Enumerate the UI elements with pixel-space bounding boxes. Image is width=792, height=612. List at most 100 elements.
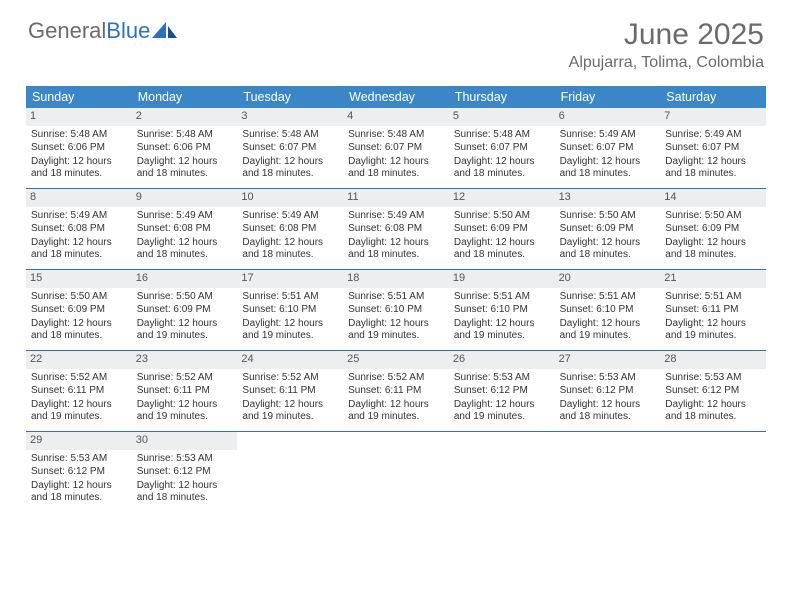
sunset-line: Sunset: 6:12 PM xyxy=(560,385,656,398)
daylight-line: Daylight: 12 hours and 18 minutes. xyxy=(560,237,656,262)
sunset-line: Sunset: 6:11 PM xyxy=(137,385,233,398)
weekday-header: Tuesday xyxy=(237,86,343,108)
sunset-line: Sunset: 6:12 PM xyxy=(31,466,127,479)
daylight-line: Daylight: 12 hours and 19 minutes. xyxy=(242,318,338,343)
sunset-line: Sunset: 6:07 PM xyxy=(560,142,656,155)
daylight-line: Daylight: 12 hours and 18 minutes. xyxy=(31,237,127,262)
day-cell xyxy=(237,432,343,512)
sunset-line: Sunset: 6:06 PM xyxy=(31,142,127,155)
day-cell: 20Sunrise: 5:51 AMSunset: 6:10 PMDayligh… xyxy=(555,270,661,350)
day-cell: 26Sunrise: 5:53 AMSunset: 6:12 PMDayligh… xyxy=(449,351,555,431)
sunset-line: Sunset: 6:11 PM xyxy=(31,385,127,398)
sunset-line: Sunset: 6:08 PM xyxy=(348,223,444,236)
daylight-line: Daylight: 12 hours and 19 minutes. xyxy=(242,399,338,424)
sunrise-line: Sunrise: 5:51 AM xyxy=(348,291,444,304)
day-number: 8 xyxy=(26,189,132,207)
sunrise-line: Sunrise: 5:50 AM xyxy=(454,210,550,223)
sunrise-line: Sunrise: 5:53 AM xyxy=(137,453,233,466)
sunset-line: Sunset: 6:10 PM xyxy=(454,304,550,317)
day-cell: 19Sunrise: 5:51 AMSunset: 6:10 PMDayligh… xyxy=(449,270,555,350)
sunrise-line: Sunrise: 5:53 AM xyxy=(665,372,761,385)
day-number: 28 xyxy=(660,351,766,369)
daylight-line: Daylight: 12 hours and 19 minutes. xyxy=(31,399,127,424)
month-title: June 2025 xyxy=(569,18,764,52)
sunset-line: Sunset: 6:08 PM xyxy=(242,223,338,236)
sunrise-line: Sunrise: 5:53 AM xyxy=(454,372,550,385)
daylight-line: Daylight: 12 hours and 18 minutes. xyxy=(242,156,338,181)
daylight-line: Daylight: 12 hours and 19 minutes. xyxy=(665,318,761,343)
day-number: 23 xyxy=(132,351,238,369)
day-number: 5 xyxy=(449,108,555,126)
sunset-line: Sunset: 6:11 PM xyxy=(348,385,444,398)
daylight-line: Daylight: 12 hours and 18 minutes. xyxy=(137,237,233,262)
day-number: 12 xyxy=(449,189,555,207)
day-cell: 2Sunrise: 5:48 AMSunset: 6:06 PMDaylight… xyxy=(132,108,238,188)
sunrise-line: Sunrise: 5:52 AM xyxy=(137,372,233,385)
daylight-line: Daylight: 12 hours and 19 minutes. xyxy=(560,318,656,343)
day-number: 9 xyxy=(132,189,238,207)
day-number: 29 xyxy=(26,432,132,450)
sunrise-line: Sunrise: 5:48 AM xyxy=(348,129,444,142)
day-cell: 6Sunrise: 5:49 AMSunset: 6:07 PMDaylight… xyxy=(555,108,661,188)
sunrise-line: Sunrise: 5:50 AM xyxy=(665,210,761,223)
day-cell: 29 Sunrise: 5:53 AMSunset: 6:12 PMDayligh… xyxy=(26,432,132,512)
sunset-line: Sunset: 6:08 PM xyxy=(31,223,127,236)
day-number: 25 xyxy=(343,351,449,369)
day-cell: 23Sunrise: 5:52 AMSunset: 6:11 PMDayligh… xyxy=(132,351,238,431)
sunrise-line: Sunrise: 5:53 AM xyxy=(31,453,127,466)
sunrise-line: Sunrise: 5:51 AM xyxy=(242,291,338,304)
sunrise-line: Sunrise: 5:52 AM xyxy=(348,372,444,385)
day-cell xyxy=(555,432,661,512)
daylight-line: Daylight: 12 hours and 18 minutes. xyxy=(137,480,233,505)
daylight-line: Daylight: 12 hours and 18 minutes. xyxy=(31,480,127,505)
day-cell: 14Sunrise: 5:50 AMSunset: 6:09 PMDayligh… xyxy=(660,189,766,269)
daylight-line: Daylight: 12 hours and 18 minutes. xyxy=(665,237,761,262)
day-number: 14 xyxy=(660,189,766,207)
day-cell: 25 Sunrise: 5:52 AMSunset: 6:11 PMDayligh… xyxy=(343,351,449,431)
day-number: 19 xyxy=(449,270,555,288)
sunset-line: Sunset: 6:09 PM xyxy=(137,304,233,317)
sunrise-line: Sunrise: 5:52 AM xyxy=(31,372,127,385)
sunset-line: Sunset: 6:11 PM xyxy=(242,385,338,398)
day-cell: 13Sunrise: 5:50 AMSunset: 6:09 PMDayligh… xyxy=(555,189,661,269)
sunset-line: Sunset: 6:07 PM xyxy=(348,142,444,155)
sunrise-line: Sunrise: 5:48 AM xyxy=(31,129,127,142)
day-cell: 18Sunrise: 5:51 AMSunset: 6:10 PMDayligh… xyxy=(343,270,449,350)
day-cell: 16Sunrise: 5:50 AMSunset: 6:09 PMDayligh… xyxy=(132,270,238,350)
sunrise-line: Sunrise: 5:48 AM xyxy=(137,129,233,142)
sunrise-line: Sunrise: 5:50 AM xyxy=(31,291,127,304)
day-cell: 11Sunrise: 5:49 AMSunset: 6:08 PMDayligh… xyxy=(343,189,449,269)
weekday-header-row: SundayMondayTuesdayWednesdayThursdayFrid… xyxy=(26,86,766,108)
sail-icon xyxy=(152,22,178,40)
day-cell: 3Sunrise: 5:48 AMSunset: 6:07 PMDaylight… xyxy=(237,108,343,188)
day-cell: 4Sunrise: 5:48 AMSunset: 6:07 PMDaylight… xyxy=(343,108,449,188)
daylight-line: Daylight: 12 hours and 19 minutes. xyxy=(348,399,444,424)
day-number: 11 xyxy=(343,189,449,207)
day-number: 22 xyxy=(26,351,132,369)
sunrise-line: Sunrise: 5:49 AM xyxy=(348,210,444,223)
week-row: 15Sunrise: 5:50 AMSunset: 6:09 PMDayligh… xyxy=(26,269,766,350)
weeks: 1Sunrise: 5:48 AMSunset: 6:06 PMDaylight… xyxy=(26,108,766,512)
sunrise-line: Sunrise: 5:49 AM xyxy=(242,210,338,223)
day-cell xyxy=(449,432,555,512)
day-number: 1 xyxy=(26,108,132,126)
sunrise-line: Sunrise: 5:51 AM xyxy=(665,291,761,304)
day-cell xyxy=(343,432,449,512)
daylight-line: Daylight: 12 hours and 18 minutes. xyxy=(665,399,761,424)
week-row: 22Sunrise: 5:52 AMSunset: 6:11 PMDayligh… xyxy=(26,350,766,431)
daylight-line: Daylight: 12 hours and 18 minutes. xyxy=(665,156,761,181)
day-number: 18 xyxy=(343,270,449,288)
day-number: 26 xyxy=(449,351,555,369)
sunset-line: Sunset: 6:12 PM xyxy=(454,385,550,398)
day-number: 6 xyxy=(555,108,661,126)
day-number: 13 xyxy=(555,189,661,207)
day-cell: 8Sunrise: 5:49 AMSunset: 6:08 PMDaylight… xyxy=(26,189,132,269)
header: GeneralBlue June 2025 Alpujarra, Tolima,… xyxy=(0,0,792,78)
daylight-line: Daylight: 12 hours and 18 minutes. xyxy=(560,399,656,424)
sunset-line: Sunset: 6:10 PM xyxy=(242,304,338,317)
day-number: 20 xyxy=(555,270,661,288)
sunset-line: Sunset: 6:07 PM xyxy=(454,142,550,155)
weekday-header: Sunday xyxy=(26,86,132,108)
daylight-line: Daylight: 12 hours and 18 minutes. xyxy=(137,156,233,181)
sunrise-line: Sunrise: 5:49 AM xyxy=(665,129,761,142)
